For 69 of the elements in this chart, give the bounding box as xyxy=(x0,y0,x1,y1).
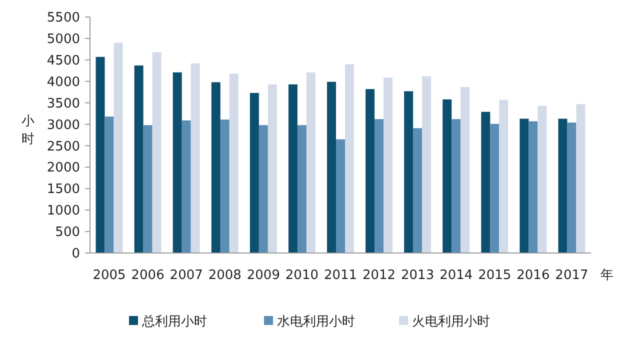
bar xyxy=(104,116,114,253)
x-tick-label: 2007 xyxy=(170,268,203,283)
y-tick-label: 2500 xyxy=(46,139,80,154)
bar xyxy=(404,91,414,253)
bar xyxy=(460,86,470,253)
bar xyxy=(229,74,238,253)
bar xyxy=(442,99,452,253)
x-tick-label: 2009 xyxy=(246,268,280,283)
bar xyxy=(413,128,422,253)
x-tick-label: 2011 xyxy=(324,268,358,283)
bar xyxy=(528,121,538,253)
bar xyxy=(211,82,220,253)
y-axis-title: 小时 xyxy=(22,114,34,147)
legend-label: 火电利用小时 xyxy=(412,314,490,330)
x-tick-label: 2015 xyxy=(478,268,512,283)
y-tick-label: 3000 xyxy=(46,118,80,133)
bar xyxy=(481,112,490,253)
bar xyxy=(422,76,432,253)
bar xyxy=(258,125,268,253)
x-tick-label: 2014 xyxy=(440,268,473,283)
bar xyxy=(327,82,336,253)
y-tick-label: 500 xyxy=(55,225,80,240)
bar xyxy=(114,42,123,253)
y-tick-label: 1000 xyxy=(46,204,80,219)
bar xyxy=(520,118,529,253)
bar xyxy=(220,120,230,253)
x-tick-label: 2016 xyxy=(516,268,550,283)
x-tick-label: 2010 xyxy=(285,268,319,283)
y-tick-label: 4500 xyxy=(46,53,80,68)
bar xyxy=(190,63,200,253)
bar xyxy=(96,56,105,253)
y-tick-label: 3500 xyxy=(46,96,80,112)
x-tick-label: 2006 xyxy=(131,268,164,283)
bar xyxy=(306,72,316,253)
x-tick-label: 2013 xyxy=(401,268,434,283)
bar xyxy=(384,78,393,253)
y-tick-label: 5000 xyxy=(46,32,80,48)
x-tick-label: 2005 xyxy=(92,268,126,283)
bar xyxy=(172,72,182,253)
bar xyxy=(374,119,384,253)
bar xyxy=(336,139,345,253)
x-tick-label: 2008 xyxy=(208,268,242,283)
y-tick-label: 1500 xyxy=(46,182,80,198)
x-tick-label: 2012 xyxy=(362,268,396,283)
bar xyxy=(538,106,547,253)
bar xyxy=(134,65,144,253)
bar xyxy=(576,104,586,253)
y-tick-label: 0 xyxy=(72,246,80,262)
bar xyxy=(143,125,152,253)
y-tick-label: 5500 xyxy=(46,10,80,26)
bar xyxy=(558,118,568,253)
bar xyxy=(288,84,298,253)
bar xyxy=(567,122,576,253)
bar xyxy=(452,119,461,253)
y-tick-label: 2000 xyxy=(46,160,80,176)
bar xyxy=(152,52,162,253)
bar xyxy=(182,120,191,253)
bar xyxy=(499,100,508,253)
x-tick-label: 2017 xyxy=(555,268,588,283)
bar xyxy=(366,89,375,253)
bar xyxy=(490,124,500,253)
legend-label: 水电利用小时 xyxy=(277,314,355,330)
bar xyxy=(344,64,354,253)
bar xyxy=(250,92,259,253)
bar xyxy=(297,125,306,253)
bar xyxy=(268,84,277,253)
legend-label: 总利用小时 xyxy=(141,314,207,330)
y-tick-label: 4000 xyxy=(46,74,80,90)
x-axis-title: 年 xyxy=(600,268,614,283)
